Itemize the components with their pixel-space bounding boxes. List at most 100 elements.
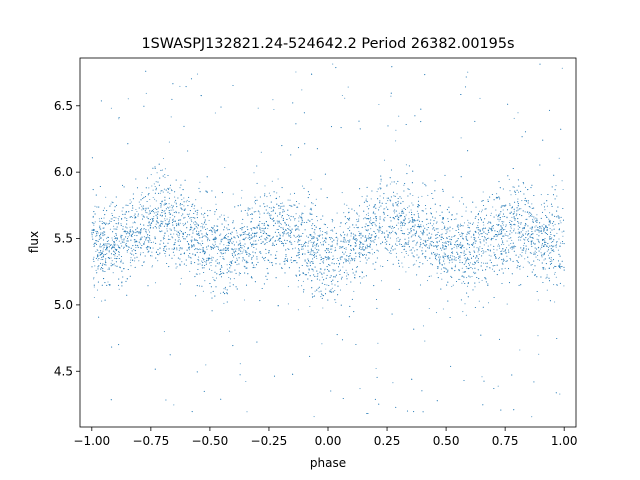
data-point <box>396 193 398 195</box>
data-point <box>253 264 255 266</box>
data-point <box>348 207 350 209</box>
data-point <box>452 255 454 257</box>
data-point <box>319 242 322 244</box>
data-point <box>297 248 300 250</box>
data-point <box>368 233 370 235</box>
data-point <box>181 232 184 234</box>
data-point <box>227 249 229 252</box>
data-point <box>183 225 185 227</box>
data-point <box>141 244 143 247</box>
data-point <box>154 186 156 188</box>
data-point <box>408 188 410 191</box>
data-point <box>246 411 248 413</box>
data-point <box>99 262 102 264</box>
data-point <box>531 207 533 209</box>
data-point <box>255 240 257 242</box>
data-point <box>265 252 267 255</box>
data-point <box>258 225 260 227</box>
data-point <box>310 179 312 181</box>
data-point <box>271 261 273 264</box>
data-point <box>394 209 396 211</box>
data-point <box>455 256 457 259</box>
data-point <box>94 221 96 223</box>
data-point <box>477 213 480 215</box>
data-point <box>342 239 345 241</box>
data-point <box>152 241 154 243</box>
data-point <box>207 245 209 247</box>
data-point <box>285 233 287 235</box>
data-point <box>370 241 372 243</box>
data-point <box>180 231 182 233</box>
data-point <box>105 196 107 198</box>
data-point <box>398 265 400 267</box>
data-point <box>441 244 444 246</box>
data-point <box>326 226 329 229</box>
data-point <box>263 230 265 232</box>
data-point <box>428 245 430 247</box>
data-point <box>313 416 315 418</box>
data-point <box>378 206 380 208</box>
data-point <box>232 241 234 243</box>
data-point <box>93 277 95 279</box>
data-point <box>124 229 126 232</box>
data-point <box>461 262 463 264</box>
data-point <box>392 230 394 232</box>
data-point <box>224 252 226 254</box>
data-point <box>411 214 413 216</box>
data-point <box>167 191 169 193</box>
data-point <box>511 224 513 226</box>
data-point <box>153 183 155 185</box>
data-point <box>419 242 422 244</box>
data-point <box>280 223 282 225</box>
data-point <box>287 303 289 305</box>
data-point <box>280 202 282 205</box>
data-point <box>446 284 448 286</box>
data-point <box>239 240 241 242</box>
data-point <box>151 251 153 253</box>
data-point <box>311 225 313 227</box>
data-point <box>552 246 554 248</box>
data-point <box>297 252 299 254</box>
data-point <box>526 218 528 220</box>
data-point <box>321 343 323 345</box>
data-point <box>125 242 128 245</box>
data-point <box>330 246 332 248</box>
data-point <box>364 246 367 248</box>
data-point <box>130 265 132 267</box>
data-point <box>334 299 336 301</box>
data-point <box>139 243 141 245</box>
data-point <box>447 240 450 243</box>
data-point <box>174 243 176 245</box>
data-point <box>154 192 156 194</box>
data-point <box>118 288 120 290</box>
data-point <box>552 225 554 227</box>
data-point <box>93 256 95 258</box>
data-point <box>522 229 524 231</box>
data-point <box>196 209 198 211</box>
data-point <box>168 203 170 205</box>
data-point <box>486 266 488 268</box>
data-point <box>121 239 123 241</box>
data-point <box>443 258 445 260</box>
data-point <box>106 253 108 255</box>
data-point <box>379 222 381 224</box>
data-point <box>336 212 338 214</box>
data-point <box>189 270 191 272</box>
data-point <box>438 256 440 258</box>
data-point <box>281 216 283 218</box>
data-point <box>549 212 551 214</box>
data-point <box>253 172 255 174</box>
data-point <box>481 233 483 235</box>
data-point <box>309 235 311 237</box>
data-point <box>493 252 495 254</box>
data-point <box>339 225 341 227</box>
data-point <box>202 223 204 225</box>
data-point <box>549 222 551 224</box>
data-point <box>353 311 355 313</box>
data-point <box>217 225 219 227</box>
data-point <box>508 237 510 239</box>
data-point <box>500 409 502 411</box>
data-point <box>167 238 169 240</box>
data-point <box>112 245 114 247</box>
data-point <box>328 244 330 246</box>
